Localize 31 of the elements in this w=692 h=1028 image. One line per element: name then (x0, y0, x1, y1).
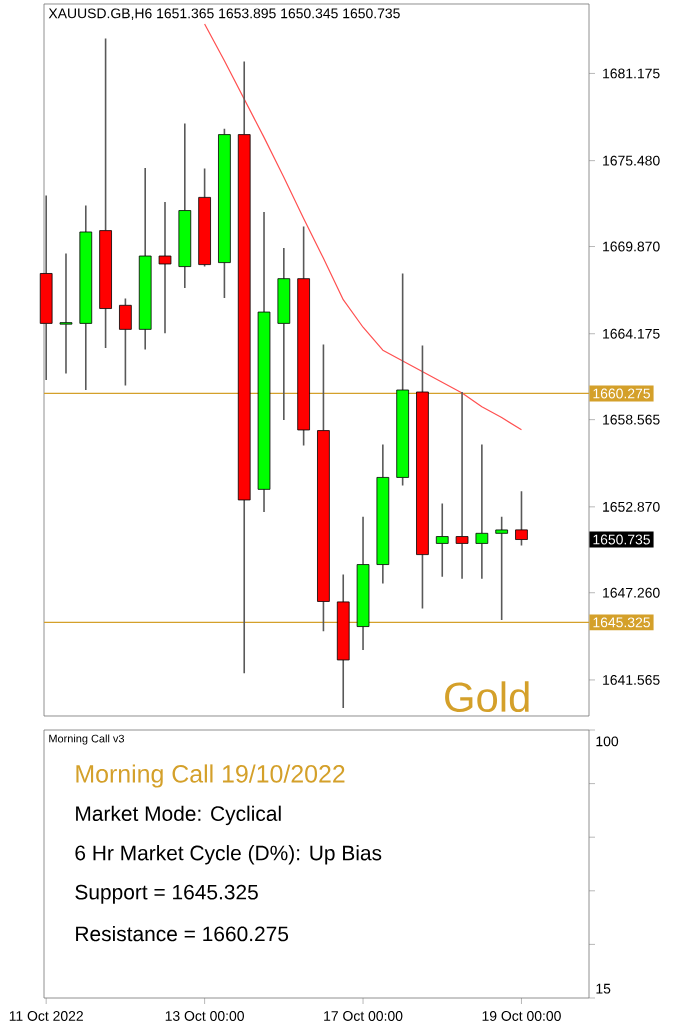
candlestick (495, 515, 509, 621)
candlestick (158, 201, 172, 335)
candlestick (39, 194, 53, 381)
candlestick (237, 60, 251, 675)
candlestick (336, 573, 350, 709)
candlestick (277, 247, 291, 421)
candlestick (257, 211, 271, 513)
candlestick (59, 252, 73, 375)
text: Market Mode: Cyclical (76, 805, 281, 826)
candlestick (396, 272, 409, 487)
candlestick (99, 37, 112, 349)
candlestick (515, 490, 528, 547)
candlestick (317, 343, 330, 633)
text: Morning Call 19/10/2022 (76, 764, 345, 788)
candlestick (198, 167, 211, 268)
candlestick (119, 297, 132, 387)
candlestick (356, 515, 370, 651)
candlestick (376, 443, 390, 585)
annotation: Gold (445, 681, 529, 713)
candlestick (297, 225, 310, 447)
candlestick (138, 167, 152, 351)
candlestick (218, 127, 231, 299)
candlestick (475, 443, 489, 580)
candlestick (178, 122, 192, 289)
candlestick (416, 344, 429, 610)
candlestick (79, 204, 93, 391)
text: Resistance = 1660.275 (76, 925, 289, 942)
text: Support = 1645.325 (75, 884, 258, 904)
candlestick (455, 391, 469, 580)
text: 6 Hr Market Cycle (D%): Up Bias (75, 845, 382, 865)
candlestick (435, 502, 449, 578)
